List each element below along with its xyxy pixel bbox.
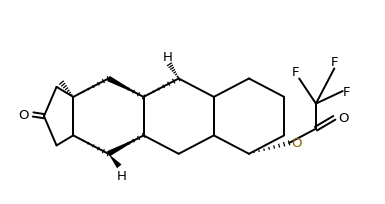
Text: H: H <box>117 169 127 182</box>
Polygon shape <box>107 136 144 157</box>
Text: O: O <box>18 109 29 121</box>
Text: F: F <box>331 56 338 69</box>
Polygon shape <box>109 154 122 169</box>
Text: O: O <box>338 112 349 125</box>
Polygon shape <box>107 76 144 98</box>
Text: F: F <box>343 85 350 98</box>
Text: H: H <box>163 50 173 63</box>
Text: F: F <box>292 66 299 79</box>
Text: O: O <box>292 137 302 150</box>
